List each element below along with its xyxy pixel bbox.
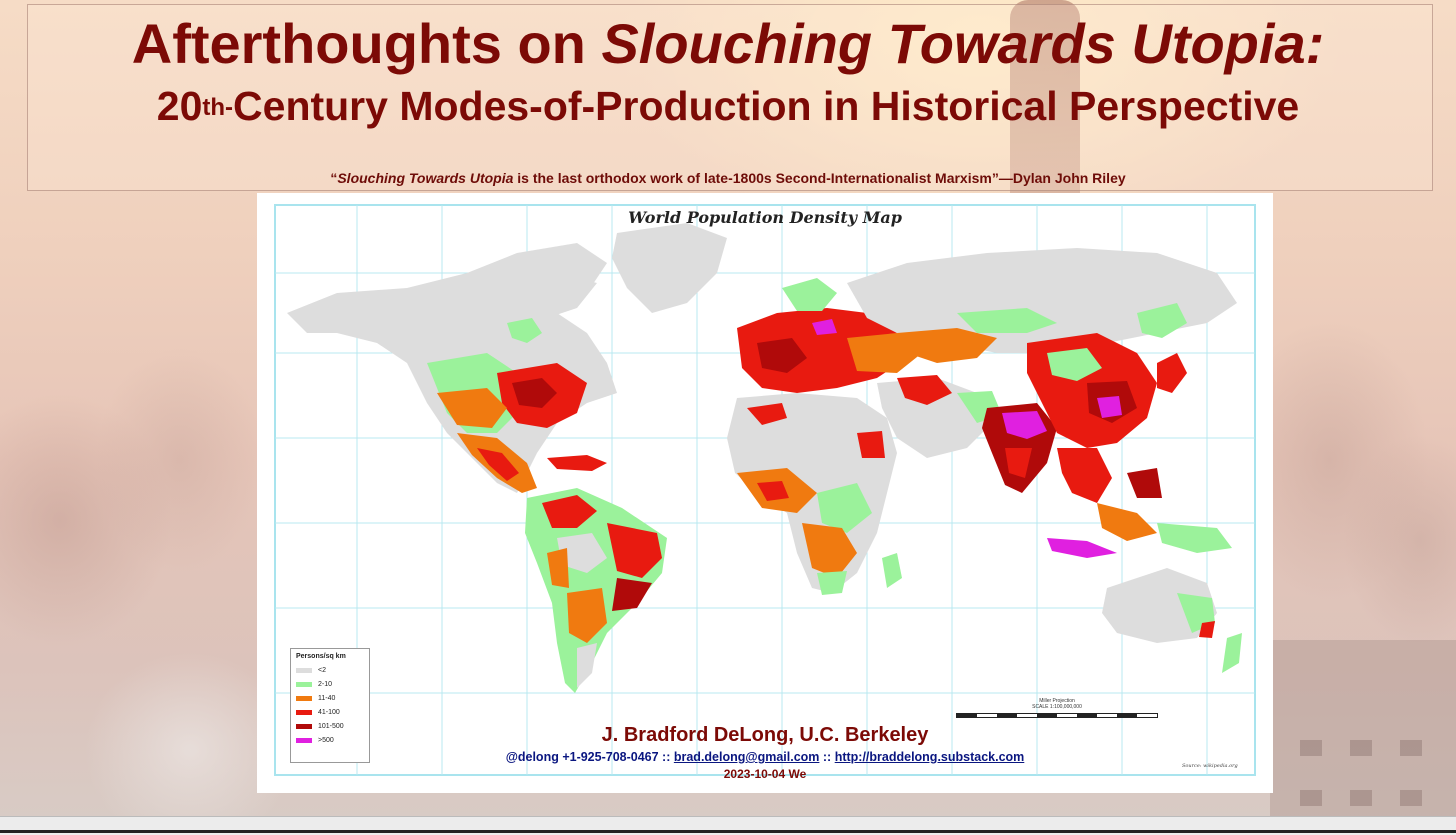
map-scale: Miller Projection SCALE 1:100,000,000 bbox=[952, 698, 1162, 738]
region-caribbean bbox=[547, 455, 607, 471]
legend-swatch bbox=[296, 709, 312, 715]
subtitle-rest: Century Modes-of-Production in Historica… bbox=[233, 83, 1300, 129]
contact-prefix: @delong +1-925-708-0467 :: bbox=[505, 750, 674, 764]
world-map-graphic bbox=[274, 204, 1256, 776]
title-prefix: Afterthoughts on bbox=[131, 12, 602, 75]
title-box bbox=[27, 4, 1433, 191]
population-density-map: World Population Density Map Persons/sq … bbox=[257, 193, 1273, 793]
background-building bbox=[1270, 640, 1456, 820]
slide-subtitle: 20th-Century Modes-of-Production in Hist… bbox=[0, 82, 1456, 130]
region-east-asia bbox=[1027, 303, 1187, 448]
continent-south-america bbox=[525, 488, 667, 693]
legend-label: 11-40 bbox=[318, 694, 336, 702]
region-middle-east bbox=[877, 375, 1002, 458]
contact-separator: :: bbox=[819, 750, 835, 764]
title-book: Slouching Towards Utopia: bbox=[601, 12, 1325, 75]
region-madagascar bbox=[882, 553, 902, 588]
legend-item: 11-40 bbox=[296, 691, 364, 705]
region-greenland bbox=[612, 223, 727, 313]
window-bottom-bar bbox=[0, 816, 1456, 835]
legend-title: Persons/sq km bbox=[296, 653, 346, 660]
legend-item: 101-500 bbox=[296, 719, 364, 733]
legend-item: <2 bbox=[296, 663, 364, 677]
quote-book: Slouching Towards Utopia bbox=[337, 170, 514, 186]
author-name: J. Bradford DeLong, U.C. Berkeley bbox=[601, 724, 929, 746]
legend-item: 41-100 bbox=[296, 705, 364, 719]
email-link[interactable]: brad.delong@gmail.com bbox=[673, 750, 820, 764]
subtitle-superscript: th- bbox=[202, 94, 234, 121]
legend-swatch bbox=[296, 667, 312, 673]
slide-date: 2023-10-04 We bbox=[723, 767, 807, 781]
region-southeast-asia bbox=[1047, 448, 1232, 558]
legend-label: 41-100 bbox=[318, 708, 340, 716]
continent-north-asia bbox=[847, 248, 1237, 363]
region-south-asia bbox=[982, 403, 1057, 493]
substack-link[interactable]: http://braddelong.substack.com bbox=[834, 750, 1025, 764]
scale-text: SCALE 1:100,000,000 bbox=[1032, 704, 1082, 710]
background-campanile bbox=[1010, 0, 1080, 200]
scale-bar bbox=[956, 713, 1158, 718]
legend-swatch bbox=[296, 723, 312, 729]
legend-item: >500 bbox=[296, 733, 364, 747]
subtitle-prefix: 20 bbox=[156, 83, 203, 129]
map-source: Source: wikipedia.org bbox=[1182, 763, 1238, 769]
continent-australia bbox=[1102, 568, 1217, 643]
quote-open: “ bbox=[330, 170, 338, 186]
continent-africa bbox=[727, 393, 897, 595]
quote: “Slouching Towards Utopia is the last or… bbox=[0, 169, 1456, 187]
legend-swatch bbox=[296, 695, 312, 701]
map-legend: Persons/sq km <2 2-10 11-40 41-100 101-5… bbox=[290, 648, 370, 763]
quote-rest: is the last orthodox work of late-1800s … bbox=[513, 170, 1126, 186]
bottom-edge bbox=[0, 830, 1456, 833]
slide-title: Afterthoughts on Slouching Towards Utopi… bbox=[0, 12, 1456, 76]
legend-swatch bbox=[296, 737, 312, 743]
continent-europe bbox=[737, 278, 922, 393]
map-title: World Population Density Map bbox=[628, 208, 902, 227]
continent-north-america bbox=[287, 243, 617, 493]
legend-label: 2-10 bbox=[318, 680, 333, 688]
contact-line: @delong +1-925-708-0467 :: brad.delong@g… bbox=[0, 749, 1456, 765]
region-new-zealand bbox=[1222, 633, 1242, 673]
legend-label: >500 bbox=[318, 736, 334, 744]
legend-swatch bbox=[296, 681, 312, 687]
legend-item: 2-10 bbox=[296, 677, 364, 691]
legend-label: <2 bbox=[318, 666, 326, 674]
scale-projection: Miller Projection bbox=[1039, 698, 1075, 704]
legend-label: 101-500 bbox=[318, 722, 344, 730]
